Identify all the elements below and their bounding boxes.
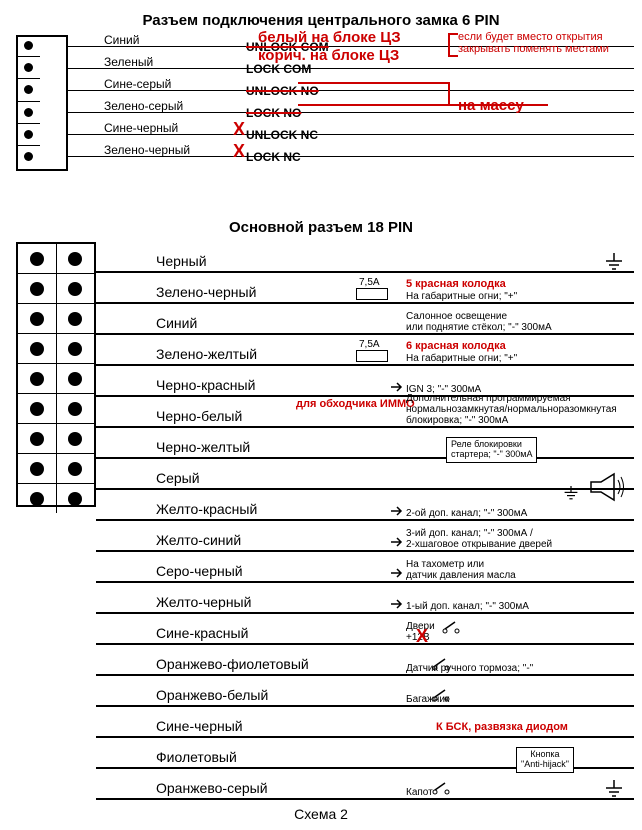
schema-label: Схема 2 xyxy=(8,806,634,822)
x-mark-1: X xyxy=(233,119,245,140)
red-annotation: 5 красная колодка xyxy=(406,278,506,290)
wire-label: Оранжево-фиолетовый xyxy=(156,656,309,672)
pin-description: Дополнительная программируемая нормально… xyxy=(406,393,617,426)
signal-label: UNLOCK NO xyxy=(246,84,319,98)
pin-description: 2-ой доп. канал; "-" 300мА xyxy=(406,508,527,519)
wire-label: Желто-черный xyxy=(156,594,251,610)
redline-v2 xyxy=(448,33,450,55)
pin-description: Салонное освещение или поднятие стёкол; … xyxy=(406,311,552,333)
switch-icon xyxy=(441,619,461,635)
pin-description: Капот xyxy=(406,787,433,798)
wire-label: Черно-белый xyxy=(156,408,242,424)
pin-description: 3-ий доп. канал; "-" 300мА / 2-хшаговое … xyxy=(406,528,552,550)
red-annotation: 6 красная колодка xyxy=(406,340,506,352)
pin18-row: Сине-красныйДвери +12ВX xyxy=(96,614,634,645)
redline-2 xyxy=(298,104,448,106)
connector-6pin: СинийUNLOCK COMЗеленыйLOCK COMСине-серый… xyxy=(8,35,634,215)
arrow-icon xyxy=(391,381,403,393)
pin18-row: Синий Салонное освещение или поднятие стё… xyxy=(96,304,634,335)
arrow-icon xyxy=(391,598,403,610)
wire-label: Синий xyxy=(156,315,197,331)
signal-label: LOCK NO xyxy=(246,106,301,120)
ground-icon xyxy=(604,780,624,800)
redline-v xyxy=(448,82,450,106)
wire-label: Синий xyxy=(104,33,139,47)
pin-description: На тахометр или датчик давления масла xyxy=(406,559,516,581)
redline-3 xyxy=(448,104,548,106)
pin18-row: Черно-желтыйРеле блокировки стартера; "-… xyxy=(96,428,634,459)
hood-switch-icon xyxy=(431,780,451,796)
conn6-pins xyxy=(16,35,40,167)
wire-label: Оранжево-серый xyxy=(156,780,268,796)
pin-description: На габаритные огни; "+" xyxy=(406,353,517,364)
pin-description: Датчик ручного тормоза; "-" xyxy=(406,663,533,674)
wire-label: Оранжево-белый xyxy=(156,687,268,703)
wire-label: Зелено-черный xyxy=(104,143,190,157)
ground-icon xyxy=(604,253,624,273)
note-white-block: белый на блоке ЦЗ xyxy=(258,29,401,46)
pin18-row: Серый xyxy=(96,459,634,490)
pin-description: 1-ый доп. канал; "-" 300мА xyxy=(406,601,529,612)
pin18-row: Оранжево-серый Капот xyxy=(96,769,634,800)
signal-label: UNLOCK NC xyxy=(246,128,318,142)
pin18-row: Серо-черный На тахометр или датчик давлен… xyxy=(96,552,634,583)
arrow-icon xyxy=(391,505,403,517)
pin18-row: Желто-синий 3-ий доп. канал; "-" 300мА / … xyxy=(96,521,634,552)
pin-description: На габаритные огни; "+" xyxy=(406,291,517,302)
wire-label: Черный xyxy=(156,253,207,269)
redline-t1 xyxy=(448,33,458,35)
wire-label: Сине-черный xyxy=(156,718,243,734)
wire-label: Черно-желтый xyxy=(156,439,250,455)
wire-label: Серо-черный xyxy=(156,563,243,579)
connector-18pin: Черный Зелено-черный 7,5A 5 красная колодка… xyxy=(8,242,634,800)
wire-label: Сине-серый xyxy=(104,77,171,91)
brake-switch-icon xyxy=(431,656,451,672)
pin18-row: Зелено-черный 7,5A 5 красная колодкаНа габ… xyxy=(96,273,634,304)
conn18-pinbox xyxy=(16,242,96,507)
redline-1 xyxy=(298,82,448,84)
pin18-row: Желто-красный 2-ой доп. канал; "-" 300мА xyxy=(96,490,634,521)
wire-label: Зеленый xyxy=(104,55,153,69)
wire-label: Серый xyxy=(156,470,200,486)
wire-label: Желто-красный xyxy=(156,501,257,517)
wire-label: Сине-красный xyxy=(156,625,248,641)
x-mark: X xyxy=(416,626,428,647)
wire-label: Сине-черный xyxy=(104,121,178,135)
wire-label: Зелено-черный xyxy=(156,284,256,300)
note-swap: если будет вместо открытия закрывать пом… xyxy=(458,31,638,55)
redline-t2 xyxy=(448,55,458,57)
pin6-row: Зелено-черныйLOCK NC xyxy=(66,156,634,179)
trunk-switch-icon xyxy=(431,687,451,703)
x-mark-2: X xyxy=(233,141,245,162)
wire-label: Зелено-желтый xyxy=(156,346,257,362)
pin18-row: ФиолетовыйКнопка "Anti-hijack" xyxy=(96,738,634,769)
fuse-label: 7,5A xyxy=(359,339,380,350)
fuse-label: 7,5A xyxy=(359,277,380,288)
title-18pin: Основной разъем 18 PIN xyxy=(8,219,634,236)
red-annotation: для обходчика ИММО xyxy=(296,398,415,410)
wire-label: Черно-красный xyxy=(156,377,255,393)
pin18-row: Черно-белыйдля обходчика ИММОДополнитель… xyxy=(96,397,634,428)
pin18-row: Желто-черный 1-ый доп. канал; "-" 300мА xyxy=(96,583,634,614)
signal-label: LOCK COM xyxy=(246,62,311,76)
title-6pin: Разъем подключения центрального замка 6 … xyxy=(8,12,634,29)
pin18-row: Оранжево-белыйБагажник xyxy=(96,676,634,707)
pin18-row: Сине-черный К БСК, развязка диодом xyxy=(96,707,634,738)
arrow-icon xyxy=(391,536,403,548)
note-brown-block: корич. на блоке ЦЗ xyxy=(258,47,399,64)
pin18-row: Оранжево-фиолетовый Датчик ручного тормоз… xyxy=(96,645,634,676)
wire-label: Фиолетовый xyxy=(156,749,237,765)
red-annotation: К БСК, развязка диодом xyxy=(436,721,568,733)
arrow-icon xyxy=(391,567,403,579)
wire-label: Зелено-серый xyxy=(104,99,183,113)
wire-label: Желто-синий xyxy=(156,532,241,548)
fuse-icon xyxy=(356,288,388,300)
pin18-row: Зелено-желтый 7,5A 6 красная колодкаНа габ… xyxy=(96,335,634,366)
fuse-icon xyxy=(356,350,388,362)
signal-label: LOCK NC xyxy=(246,150,301,164)
pin18-row: Черный xyxy=(96,242,634,273)
